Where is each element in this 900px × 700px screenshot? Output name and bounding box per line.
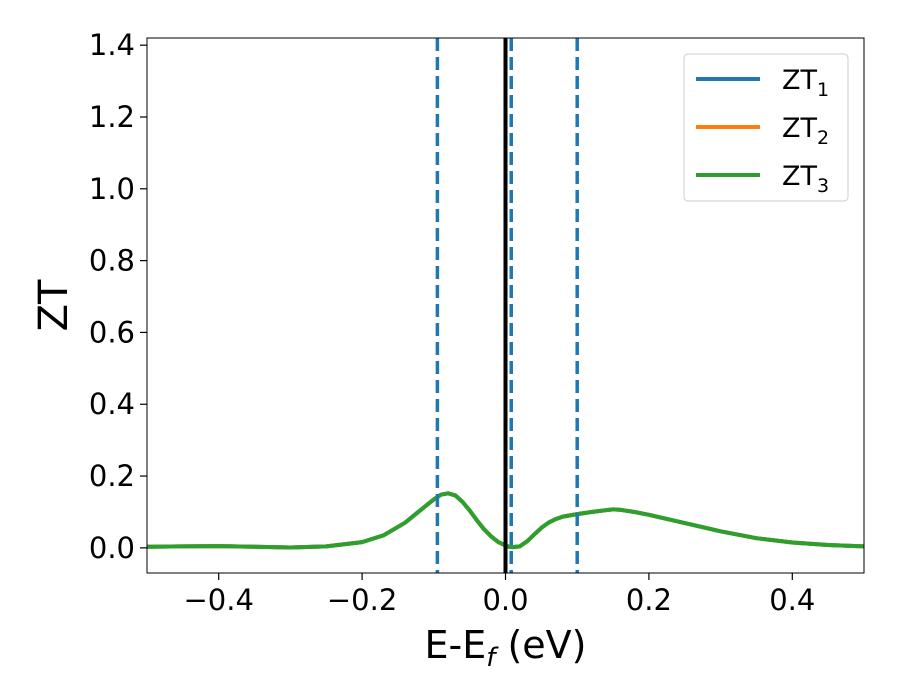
x-tick-label: −0.4	[183, 583, 253, 617]
x-axis-label-main: E-E	[425, 623, 487, 667]
x-axis-label-unit: (eV)	[495, 623, 586, 667]
x-tick-label: −0.2	[327, 583, 397, 617]
y-tick-label: 0.2	[89, 459, 135, 493]
y-tick-label: 1.2	[89, 100, 135, 134]
x-axis: −0.4 −0.2 0.0 0.2 0.4	[183, 573, 815, 617]
y-axis-label: ZT	[31, 279, 77, 331]
reference-lines-layer	[435, 38, 579, 573]
legend-label-1: ZT1	[782, 65, 829, 101]
x-tick-label: 0.2	[626, 583, 672, 617]
series-layer	[147, 491, 864, 550]
y-tick-label: 1.4	[89, 28, 135, 62]
legend-label-3: ZT3	[782, 161, 829, 197]
series-line-3	[147, 491, 864, 550]
legend-label-2: ZT2	[782, 113, 829, 149]
y-axis: 0.0 0.2 0.4 0.6 0.8 1.0 1.2 1.4	[89, 28, 147, 565]
x-tick-label: 0.4	[769, 583, 815, 617]
y-tick-label: 0.0	[89, 531, 135, 565]
legend: ZT1 ZT2 ZT3	[683, 53, 849, 202]
y-tick-label: 0.8	[89, 244, 135, 278]
y-tick-label: 1.0	[89, 172, 135, 206]
y-tick-label: 0.6	[89, 315, 135, 349]
x-tick-label: 0.0	[482, 583, 528, 617]
y-tick-label: 0.4	[89, 387, 135, 421]
x-axis-label: E-Ef (eV)	[425, 623, 587, 673]
legend-items: ZT1 ZT2 ZT3	[696, 65, 829, 197]
legend-box	[683, 53, 849, 202]
